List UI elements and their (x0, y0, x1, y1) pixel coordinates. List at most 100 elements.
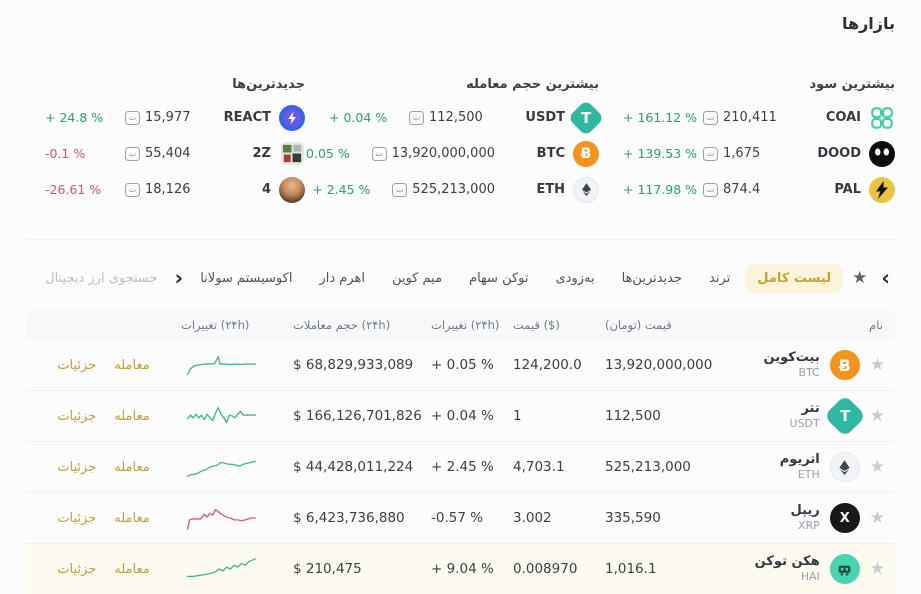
coin-ticker: USDT (789, 417, 820, 431)
tab-newest[interactable]: جدیدترین‌ها (610, 264, 694, 293)
market-tabs: لیست کامل ترند جدیدترین‌ها به‌زودی توکن … (188, 263, 844, 293)
group-title: بیشترین حجم معامله (466, 77, 599, 92)
table-row[interactable]: ★ اتریوم ETH 525,213,000 4,703.1 + 2.45 … (26, 442, 895, 493)
header-price-usd: قیمت ($) (513, 318, 560, 332)
details-button[interactable]: جزئیات (57, 561, 97, 577)
details-button[interactable]: جزئیات (57, 510, 97, 526)
toman-currency-icon: ت (125, 182, 140, 197)
coin-price-toman: ت 112,500 (409, 110, 495, 125)
summary-row[interactable]: PAL ت 874.4 + 117.98 % (623, 176, 895, 203)
coin-price-toman: ت 525,213,000 (392, 182, 495, 197)
toman-currency-icon: ت (703, 110, 718, 125)
details-button[interactable]: جزئیات (57, 357, 97, 373)
trade-button[interactable]: معامله (114, 561, 150, 577)
favorite-star-icon[interactable]: ★ (869, 558, 885, 579)
coin-symbol: 2Z (252, 146, 271, 161)
summary-row[interactable]: Ƀ BTC ت 13,920,000,000 + 0.05 % (292, 140, 599, 167)
volume-24h: $ 210,475 (293, 561, 362, 577)
pal-coin-icon (869, 176, 895, 203)
coin-price-toman: ت 13,920,000,000 (371, 146, 495, 161)
hai-coin-icon (829, 554, 860, 584)
coin-change-24h: + 161.12 % (623, 110, 698, 125)
sparkline-cell (181, 403, 293, 429)
coin-symbol: COAI (825, 110, 861, 125)
tab-trending[interactable]: ترند (697, 264, 742, 293)
eth-coin-icon (829, 452, 860, 482)
coin-symbol: 4 (261, 182, 271, 197)
summary-row[interactable]: DOOD ت 1,675 + 139.53 % (623, 140, 895, 167)
change-24h: -0.57 % (431, 510, 484, 526)
coin-price-toman: ت 55,404 (125, 146, 201, 161)
change-24h: + 0.05 % (431, 357, 494, 373)
price-toman: 335,590 (605, 510, 661, 526)
coin-name: ریپل (790, 502, 820, 518)
chevron-right-icon[interactable]: › (881, 265, 890, 290)
sparkline-cell (181, 352, 293, 378)
coin-price-toman: ت 1,675 (703, 146, 791, 161)
toman-currency-icon: ت (409, 110, 424, 125)
volume-24h: $ 166,126,701,826 (293, 408, 422, 424)
price-toman: 525,213,000 (605, 459, 691, 475)
coin-symbol: DOOD (817, 146, 861, 161)
tab-full-list[interactable]: لیست کامل (745, 263, 844, 293)
price-usd: 3.002 (513, 510, 552, 526)
tab-solana-ecosystem[interactable]: اکوسیستم سولانا (188, 264, 304, 293)
favorite-star-icon[interactable]: ★ (869, 507, 885, 528)
coin-price-toman: ت 15,977 (125, 110, 201, 125)
coin-ticker: HAI (800, 570, 820, 584)
favorites-tab-star-icon[interactable]: ★ (852, 267, 868, 288)
details-button[interactable]: جزئیات (57, 459, 97, 475)
trade-button[interactable]: معامله (114, 510, 150, 526)
sparkline-cell (181, 454, 293, 480)
tab-meme-coins[interactable]: میم کوین (380, 264, 454, 293)
summary-row[interactable]: 4 ت 18,126 -26.61 % (45, 176, 305, 203)
header-volume-24h: حجم معاملات (۲۴h) (293, 318, 391, 332)
tab-leveraged[interactable]: اهرم دار (307, 264, 377, 293)
sparkline-cell (181, 556, 293, 582)
summary-row[interactable]: 2Z ت 55,404 -0.1 % (45, 140, 305, 167)
price-sparkline (186, 460, 257, 477)
summary-row[interactable]: COAI ت 210,411 + 161.12 % (623, 104, 895, 131)
dood-coin-icon (869, 140, 895, 167)
coin-price-toman: ت 18,126 (125, 182, 201, 197)
xrp-coin-icon: X (829, 503, 860, 533)
chevron-left-icon[interactable]: ‹ (174, 265, 184, 290)
coin-symbol: USDT (525, 110, 565, 125)
table-row[interactable]: ★ هکن توکن HAI 1,016.1 0.008970 + 9.04 %… (26, 544, 895, 594)
table-row[interactable]: ★ Ƀ بیت‌کوین BTC 13,920,000,000 124,200.… (26, 340, 895, 391)
coin-change-24h: + 117.98 % (623, 182, 698, 197)
favorite-star-icon[interactable]: ★ (869, 405, 885, 426)
table-row[interactable]: ★ T تتر USDT 112,500 1 + 0.04 % $ 166,12… (26, 391, 895, 442)
favorite-star-icon[interactable]: ★ (869, 354, 885, 375)
summary-row[interactable]: T USDT ت 112,500 + 0.04 % (329, 99, 605, 136)
summary-row[interactable]: ETH ت 525,213,000 + 2.45 % (312, 176, 599, 203)
trade-button[interactable]: معامله (114, 459, 150, 475)
volume-24h: $ 44,428,011,224 (293, 459, 414, 475)
coin-change-24h: + 0.04 % (329, 110, 388, 125)
favorite-star-icon[interactable]: ★ (869, 456, 885, 477)
coin-symbol: BTC (536, 146, 565, 161)
coin-change-24h: + 2.45 % (312, 182, 371, 197)
tab-coming-soon[interactable]: به‌زودی (544, 264, 607, 293)
page-title: بازارها (841, 14, 895, 33)
trade-button[interactable]: معامله (114, 408, 150, 424)
search-input[interactable] (0, 270, 162, 286)
usdt-coin-icon: T (567, 99, 605, 136)
table-row[interactable]: ★ X ریپل XRP 335,590 3.002 -0.57 % $ 6,4… (26, 493, 895, 544)
coin-symbol: REACT (223, 110, 271, 125)
price-sparkline (186, 508, 257, 530)
group-title: بیشترین سود (809, 77, 895, 92)
coai-coin-icon (869, 105, 895, 131)
coin-name: اتریوم (779, 451, 820, 467)
tab-stock-tokens[interactable]: توکن سهام (457, 264, 540, 293)
price-toman: 1,016.1 (605, 561, 657, 577)
coin-ticker: XRP (797, 519, 820, 533)
summary-row[interactable]: REACT ت 15,977 + 24.8 % (45, 104, 305, 131)
change-24h: + 9.04 % (431, 561, 494, 577)
details-button[interactable]: جزئیات (57, 408, 97, 424)
trade-button[interactable]: معامله (114, 357, 150, 373)
price-usd: 1 (513, 408, 522, 424)
coin-price-toman: ت 210,411 (703, 110, 791, 125)
sparkline-cell (181, 505, 293, 531)
toman-currency-icon: ت (125, 110, 140, 125)
